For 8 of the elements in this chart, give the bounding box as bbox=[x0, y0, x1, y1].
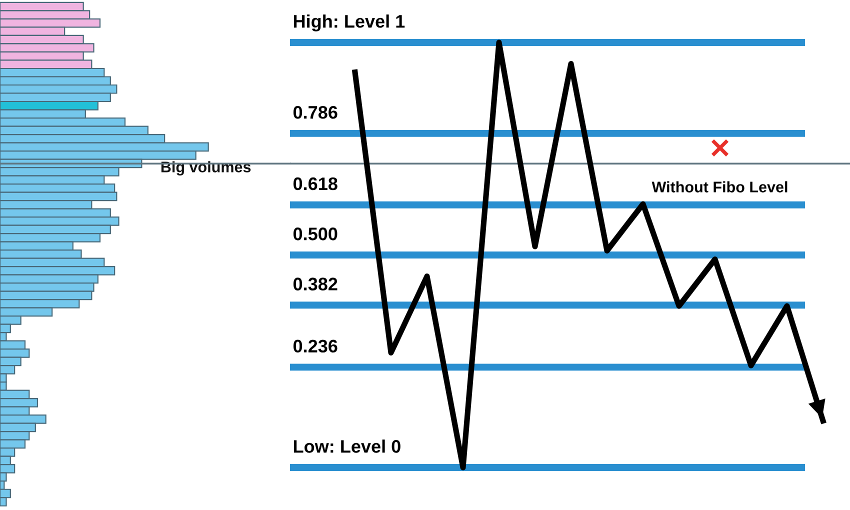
annotation: Without Fibo Level bbox=[652, 181, 788, 192]
ref-line-label: 0.500 bbox=[293, 228, 338, 240]
ref-line-label: High: Level 1 bbox=[294, 14, 405, 32]
ref-line-label: Low: Level 0 bbox=[294, 440, 400, 453]
ref-line-label: 0.382 bbox=[293, 278, 338, 290]
ref-line-label: 0.786 bbox=[293, 106, 338, 119]
ref-line-label: 0.618 bbox=[293, 177, 338, 190]
ref-line-label: 0.236 bbox=[293, 340, 338, 353]
